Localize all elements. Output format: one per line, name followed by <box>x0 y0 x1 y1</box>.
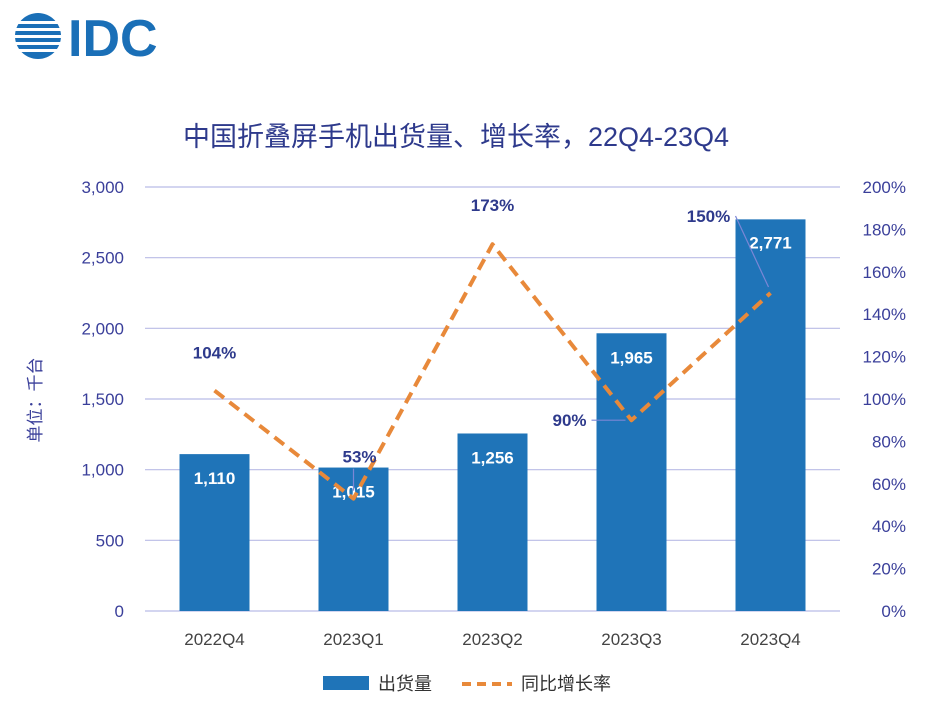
y2-tick-label: 160% <box>863 263 906 282</box>
idc-logo: IDC <box>14 10 158 68</box>
line-labels: 104% 53% 173% 90% 150% <box>193 196 770 491</box>
bar-series <box>179 219 806 611</box>
bar-labels: 1,110 1,015 1,256 1,965 2,771 <box>194 233 792 501</box>
line-value-label: 173% <box>471 196 514 215</box>
y2-axis-ticks: 0% 20% 40% 60% 80% 100% 120% 140% 160% 180% 200% <box>863 178 906 621</box>
legend-swatch-bar <box>323 676 369 690</box>
y2-tick-label: 180% <box>863 220 906 239</box>
y2-tick-label: 60% <box>872 475 906 494</box>
bar-value-label: 1,015 <box>332 483 375 502</box>
y2-tick-label: 200% <box>863 178 906 197</box>
bar <box>735 219 806 611</box>
y-axis-ticks: 0 500 1,000 1,500 2,000 2,500 3,000 <box>81 178 124 621</box>
y2-tick-label: 140% <box>863 305 906 324</box>
globe-icon <box>14 13 62 59</box>
y2-tick-label: 20% <box>872 560 906 579</box>
line-value-label: 90% <box>552 411 586 430</box>
x-tick-label: 2023Q2 <box>462 630 523 649</box>
x-axis-ticks: 2022Q4 2023Q1 2023Q2 2023Q3 2023Q4 <box>184 630 801 649</box>
y-axis-title: 单位：千台 <box>26 358 45 443</box>
bar-value-label: 1,965 <box>610 348 653 367</box>
line-value-label: 104% <box>193 344 236 363</box>
logo-text: IDC <box>68 10 158 68</box>
y2-tick-label: 100% <box>863 390 906 409</box>
x-tick-label: 2023Q3 <box>601 630 662 649</box>
y2-tick-label: 0% <box>881 602 906 621</box>
y-tick-label: 1,000 <box>81 461 124 480</box>
bar <box>457 433 528 611</box>
line-series <box>213 242 772 501</box>
line-value-label: 53% <box>342 448 376 467</box>
y2-tick-label: 80% <box>872 432 906 451</box>
bar <box>179 454 250 611</box>
y-tick-label: 500 <box>96 531 124 550</box>
legend-label-bar: 出货量 <box>378 674 432 694</box>
legend-label-line: 同比增长率 <box>521 674 611 694</box>
bar-value-label: 1,110 <box>194 469 236 488</box>
line-value-label: 150% <box>687 207 730 226</box>
x-tick-label: 2023Q4 <box>740 630 801 649</box>
bar <box>596 333 667 611</box>
y2-tick-label: 40% <box>872 517 906 536</box>
y2-tick-label: 120% <box>863 348 906 367</box>
bar <box>318 467 389 611</box>
x-tick-label: 2023Q1 <box>323 630 384 649</box>
label-leader <box>734 215 770 288</box>
y-tick-label: 3,000 <box>81 178 124 197</box>
y-tick-label: 0 <box>115 602 124 621</box>
y-tick-label: 1,500 <box>81 390 124 409</box>
x-tick-label: 2022Q4 <box>184 630 245 649</box>
legend: 出货量 同比增长率 <box>323 674 611 694</box>
bar-value-label: 1,256 <box>471 448 514 467</box>
chart-title: 中国折叠屏手机出货量、增长率，22Q4-23Q4 <box>183 122 729 152</box>
bar-value-label: 2,771 <box>749 233 792 252</box>
y-tick-label: 2,000 <box>81 319 124 338</box>
y-tick-label: 2,500 <box>81 249 124 268</box>
